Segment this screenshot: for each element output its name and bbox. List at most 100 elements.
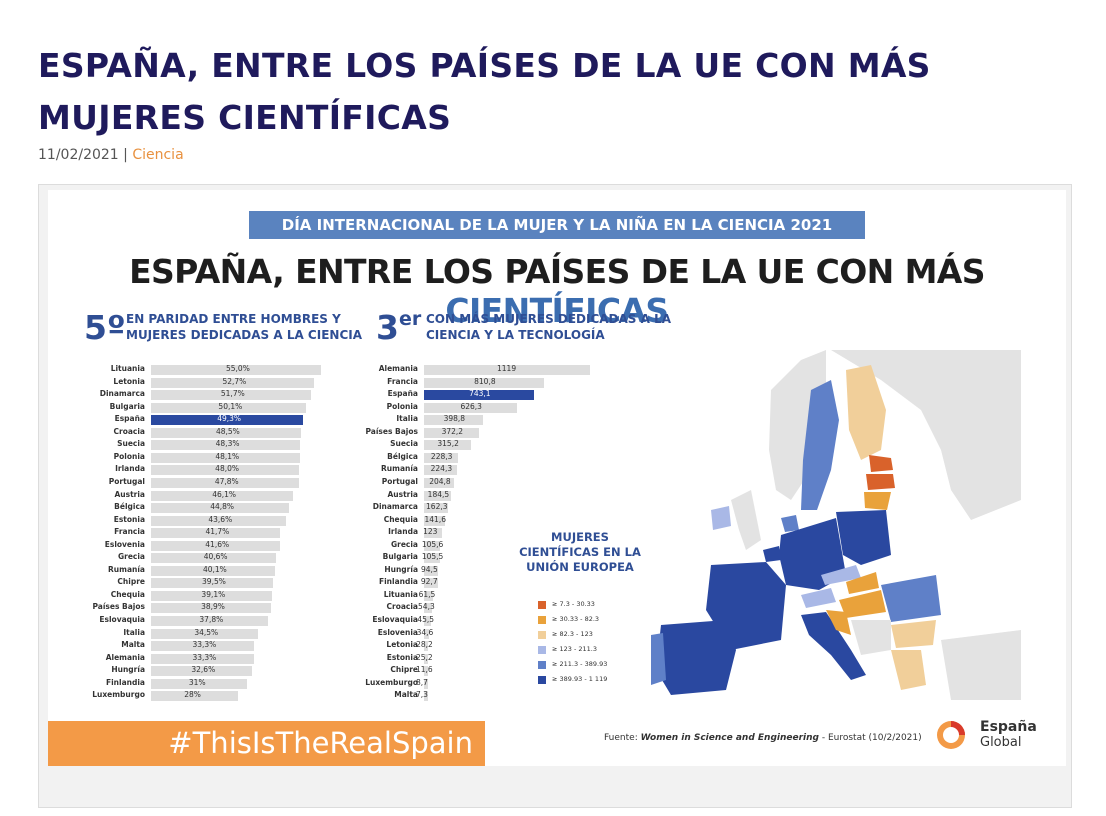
source-prefix: Fuente: bbox=[604, 733, 641, 743]
bar-row: Dinamarca 51,7% bbox=[100, 389, 321, 401]
bar-category-label: Lituania bbox=[383, 589, 418, 599]
bar-row: Bélgica 44,8% bbox=[114, 502, 321, 514]
bar bbox=[151, 553, 277, 564]
bar-row: Bélgica 228,3 bbox=[387, 452, 590, 463]
bar-value-label: 32,6% bbox=[191, 665, 216, 675]
bar bbox=[424, 402, 517, 413]
infographic-title: ESPAÑA, ENTRE LOS PAÍSES DE LA UE CON MÁ… bbox=[48, 252, 1066, 330]
legend-label: ≥ 389.93 - 1 119 bbox=[552, 675, 608, 683]
bar-row: Croacia 48,5% bbox=[114, 427, 321, 438]
map-uk bbox=[731, 490, 761, 550]
bar-row: Eslovaquia 37,8% bbox=[99, 615, 321, 626]
bar-row: Países Bajos 38,9% bbox=[92, 602, 321, 614]
bar bbox=[151, 540, 280, 551]
bar-category-label: Chipre bbox=[117, 577, 145, 587]
bar-category-label: Lituania bbox=[110, 364, 145, 373]
bar-category-label: Eslovaquia bbox=[372, 615, 418, 624]
legend-label: ≥ 211.3 - 389.93 bbox=[552, 660, 608, 668]
bar bbox=[151, 578, 274, 589]
bar-category-label: Hungría bbox=[384, 564, 418, 574]
infographic: DÍA INTERNACIONAL DE LA MUJER Y LA NIÑA … bbox=[48, 190, 1066, 766]
bar bbox=[424, 628, 430, 639]
legend-swatch bbox=[538, 616, 546, 624]
bar bbox=[424, 553, 440, 564]
bar-category-label: España bbox=[387, 389, 418, 399]
bar bbox=[424, 490, 452, 501]
bar-row: Francia 810,8 bbox=[387, 377, 590, 388]
bar-value-label: 204,8 bbox=[429, 476, 451, 486]
map-sweden bbox=[801, 380, 839, 510]
bar-value-label: 8,7 bbox=[416, 677, 428, 687]
bar-category-label: Portugal bbox=[381, 476, 418, 486]
bar bbox=[151, 477, 299, 488]
bar-category-label: Dinamarca bbox=[99, 389, 145, 399]
bar-value-label: 162,3 bbox=[426, 502, 448, 512]
bar-value-label: 33,3% bbox=[192, 652, 217, 662]
bar-value-label: 54,3 bbox=[418, 602, 435, 612]
bar-row: Bulgaria 50,1% bbox=[110, 402, 321, 413]
bar-value-label: 34,5% bbox=[194, 627, 219, 637]
map-greece bbox=[891, 650, 926, 690]
map-croatia bbox=[826, 610, 851, 635]
bar-row: Italia 34,5% bbox=[123, 627, 321, 639]
map-portugal bbox=[651, 633, 666, 685]
logo-line2: Global bbox=[980, 735, 1022, 750]
bar-category-label: Irlanda bbox=[115, 464, 145, 474]
logo-line1: España bbox=[980, 719, 1037, 735]
bar-category-label: Irlanda bbox=[388, 527, 418, 537]
bar-category-label: Eslovaquia bbox=[99, 615, 145, 624]
bar bbox=[424, 653, 428, 664]
bar-row: Chipre 39,5% bbox=[117, 577, 321, 589]
bar bbox=[424, 616, 431, 626]
bar-row: Finlandia 92,7 bbox=[379, 577, 590, 589]
infographic-banner: DÍA INTERNACIONAL DE LA MUJER Y LA NIÑA … bbox=[249, 211, 865, 239]
mid-rank-number: 3 bbox=[376, 308, 399, 347]
left-heading-line1: EN PARIDAD ENTRE HOMBRES Y bbox=[126, 312, 341, 326]
bar-value-label: 51,7% bbox=[220, 389, 245, 399]
bar-row: Austria 46,1% bbox=[114, 490, 321, 501]
legend-swatch bbox=[538, 601, 546, 609]
bar bbox=[424, 377, 545, 388]
bar-row: Eslovenia 41,6% bbox=[105, 540, 321, 551]
bar-value-label: 49,3% bbox=[217, 414, 242, 424]
bar-category-label: Letonia bbox=[113, 376, 145, 386]
bar-row: Eslovenia 34,6 bbox=[378, 628, 590, 639]
bar-value-label: 40,6% bbox=[203, 552, 228, 562]
mid-heading-line1: CON MÁS MUJERES DEDICADAS A LA bbox=[426, 312, 672, 326]
bar bbox=[151, 402, 306, 413]
bar-value-label: 28% bbox=[184, 690, 201, 700]
meta-separator: | bbox=[118, 147, 133, 163]
bar-category-label: Países Bajos bbox=[92, 602, 145, 612]
map-title-line3: UNIÓN EUROPEA bbox=[526, 560, 634, 574]
bar-category-label: Croacia bbox=[113, 426, 146, 436]
bar-value-label: 94,5 bbox=[421, 564, 438, 574]
legend-label: ≥ 30.33 - 82.3 bbox=[552, 615, 600, 623]
map-latvia bbox=[866, 474, 895, 490]
bar-row: España 49,3% bbox=[115, 414, 321, 426]
article-date: 11/02/2021 bbox=[38, 147, 119, 163]
bar bbox=[151, 691, 238, 702]
map-spain bbox=[656, 620, 736, 695]
legend-label: ≥ 7.3 - 30.33 bbox=[552, 600, 595, 608]
bar-category-label: Italia bbox=[396, 414, 418, 424]
bar-row: Portugal 47,8% bbox=[109, 477, 321, 488]
bar-value-label: 372,2 bbox=[441, 426, 464, 436]
bar bbox=[151, 641, 254, 652]
mid-heading: CON MÁS MUJERES DEDICADAS A LA CIENCIA Y… bbox=[426, 311, 671, 343]
bar bbox=[151, 565, 275, 576]
bar-row: Finlandia 31% bbox=[106, 678, 321, 689]
map-austria bbox=[801, 588, 836, 608]
category-link[interactable]: Ciencia bbox=[132, 147, 184, 163]
bar-category-label: Francia bbox=[114, 527, 145, 537]
left-rank: 5º bbox=[84, 308, 126, 347]
bar-row: Malta 7,3 bbox=[394, 690, 590, 702]
bar-row: Irlanda 123 bbox=[388, 527, 590, 539]
bar-category-label: Alemania bbox=[105, 652, 145, 662]
bar-category-label: Dinamarca bbox=[372, 502, 418, 512]
bar bbox=[151, 678, 247, 689]
bar bbox=[424, 678, 428, 689]
bar bbox=[151, 440, 301, 451]
bar-category-label: Rumanía bbox=[108, 564, 145, 574]
bar bbox=[151, 377, 314, 388]
bar-row: Letonia 52,7% bbox=[113, 377, 321, 388]
